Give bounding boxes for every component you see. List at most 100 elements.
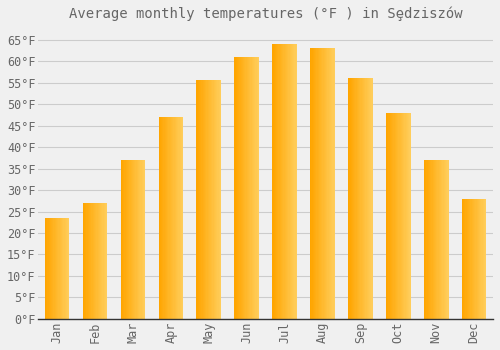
Bar [286, 44, 287, 319]
Bar [397, 113, 398, 319]
Bar [400, 113, 401, 319]
Bar [430, 160, 432, 319]
Bar [252, 57, 253, 319]
Bar [364, 78, 366, 319]
Bar [484, 198, 485, 319]
Bar [424, 160, 425, 319]
Bar [482, 198, 484, 319]
Bar [83, 203, 84, 319]
Bar [84, 203, 85, 319]
Bar [161, 117, 162, 319]
Bar [369, 78, 370, 319]
Bar [478, 198, 479, 319]
Bar [407, 113, 408, 319]
Bar [120, 160, 122, 319]
Bar [445, 160, 446, 319]
Bar [358, 78, 359, 319]
Bar [473, 198, 474, 319]
Bar [440, 160, 441, 319]
Bar [436, 160, 438, 319]
Bar [284, 44, 286, 319]
Bar [479, 198, 480, 319]
Bar [435, 160, 436, 319]
Bar [316, 48, 318, 319]
Bar [360, 78, 362, 319]
Bar [272, 44, 274, 319]
Bar [328, 48, 330, 319]
Bar [215, 80, 216, 319]
Bar [174, 117, 176, 319]
Bar [133, 160, 134, 319]
Bar [462, 198, 463, 319]
Bar [276, 44, 277, 319]
Bar [402, 113, 403, 319]
Bar [353, 78, 354, 319]
Bar [167, 117, 168, 319]
Bar [331, 48, 332, 319]
Bar [310, 48, 312, 319]
Bar [200, 80, 202, 319]
Bar [136, 160, 138, 319]
Bar [250, 57, 252, 319]
Bar [134, 160, 136, 319]
Bar [100, 203, 101, 319]
Bar [54, 218, 56, 319]
Bar [334, 48, 335, 319]
Bar [480, 198, 482, 319]
Bar [212, 80, 214, 319]
Bar [209, 80, 210, 319]
Bar [274, 44, 276, 319]
Bar [485, 198, 486, 319]
Bar [278, 44, 280, 319]
Bar [205, 80, 206, 319]
Bar [249, 57, 250, 319]
Bar [472, 198, 473, 319]
Bar [214, 80, 215, 319]
Bar [442, 160, 444, 319]
Bar [468, 198, 469, 319]
Bar [390, 113, 391, 319]
Bar [287, 44, 288, 319]
Bar [326, 48, 328, 319]
Bar [403, 113, 404, 319]
Bar [96, 203, 98, 319]
Bar [243, 57, 244, 319]
Bar [210, 80, 211, 319]
Bar [89, 203, 90, 319]
Bar [368, 78, 369, 319]
Bar [128, 160, 130, 319]
Bar [319, 48, 320, 319]
Bar [293, 44, 294, 319]
Bar [253, 57, 254, 319]
Bar [124, 160, 126, 319]
Bar [392, 113, 394, 319]
Bar [106, 203, 108, 319]
Bar [164, 117, 166, 319]
Bar [88, 203, 89, 319]
Bar [281, 44, 282, 319]
Bar [170, 117, 171, 319]
Bar [388, 113, 390, 319]
Bar [208, 80, 209, 319]
Bar [166, 117, 167, 319]
Bar [242, 57, 243, 319]
Bar [240, 57, 242, 319]
Bar [469, 198, 470, 319]
Bar [288, 44, 290, 319]
Bar [95, 203, 96, 319]
Bar [366, 78, 368, 319]
Bar [356, 78, 358, 319]
Bar [196, 80, 198, 319]
Bar [180, 117, 182, 319]
Bar [426, 160, 428, 319]
Bar [198, 80, 199, 319]
Bar [354, 78, 356, 319]
Bar [406, 113, 407, 319]
Bar [370, 78, 372, 319]
Bar [363, 78, 364, 319]
Bar [104, 203, 105, 319]
Bar [177, 117, 178, 319]
Bar [322, 48, 324, 319]
Bar [438, 160, 440, 319]
Bar [130, 160, 132, 319]
